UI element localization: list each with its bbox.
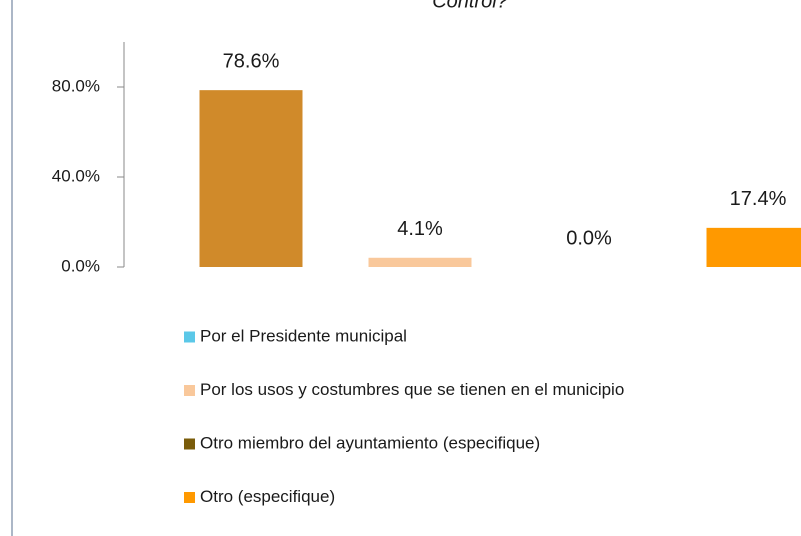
legend-swatch xyxy=(184,385,195,396)
y-tick-label: 80.0% xyxy=(52,76,100,95)
legend-swatch xyxy=(184,438,195,450)
value-label: 0.0% xyxy=(566,227,612,249)
bar xyxy=(368,257,472,267)
y-tick-label: 0.0% xyxy=(61,256,100,275)
value-label: 17.4% xyxy=(730,188,787,210)
legend-swatch xyxy=(184,492,195,503)
value-label: 4.1% xyxy=(397,218,443,240)
legend-label: Por los usos y costumbres que se tienen … xyxy=(200,380,624,399)
legend-label: Por el Presidente municipal xyxy=(200,326,407,345)
bar xyxy=(706,227,801,267)
bar xyxy=(199,90,303,268)
legend-label: Otro miembro del ayuntamiento (especifiq… xyxy=(200,433,540,452)
legend-swatch xyxy=(184,331,195,343)
chart-title: Control? xyxy=(432,0,508,12)
legend-label: Otro (especifique) xyxy=(200,487,335,506)
value-label: 78.6% xyxy=(223,50,280,72)
y-tick-label: 40.0% xyxy=(52,166,100,185)
